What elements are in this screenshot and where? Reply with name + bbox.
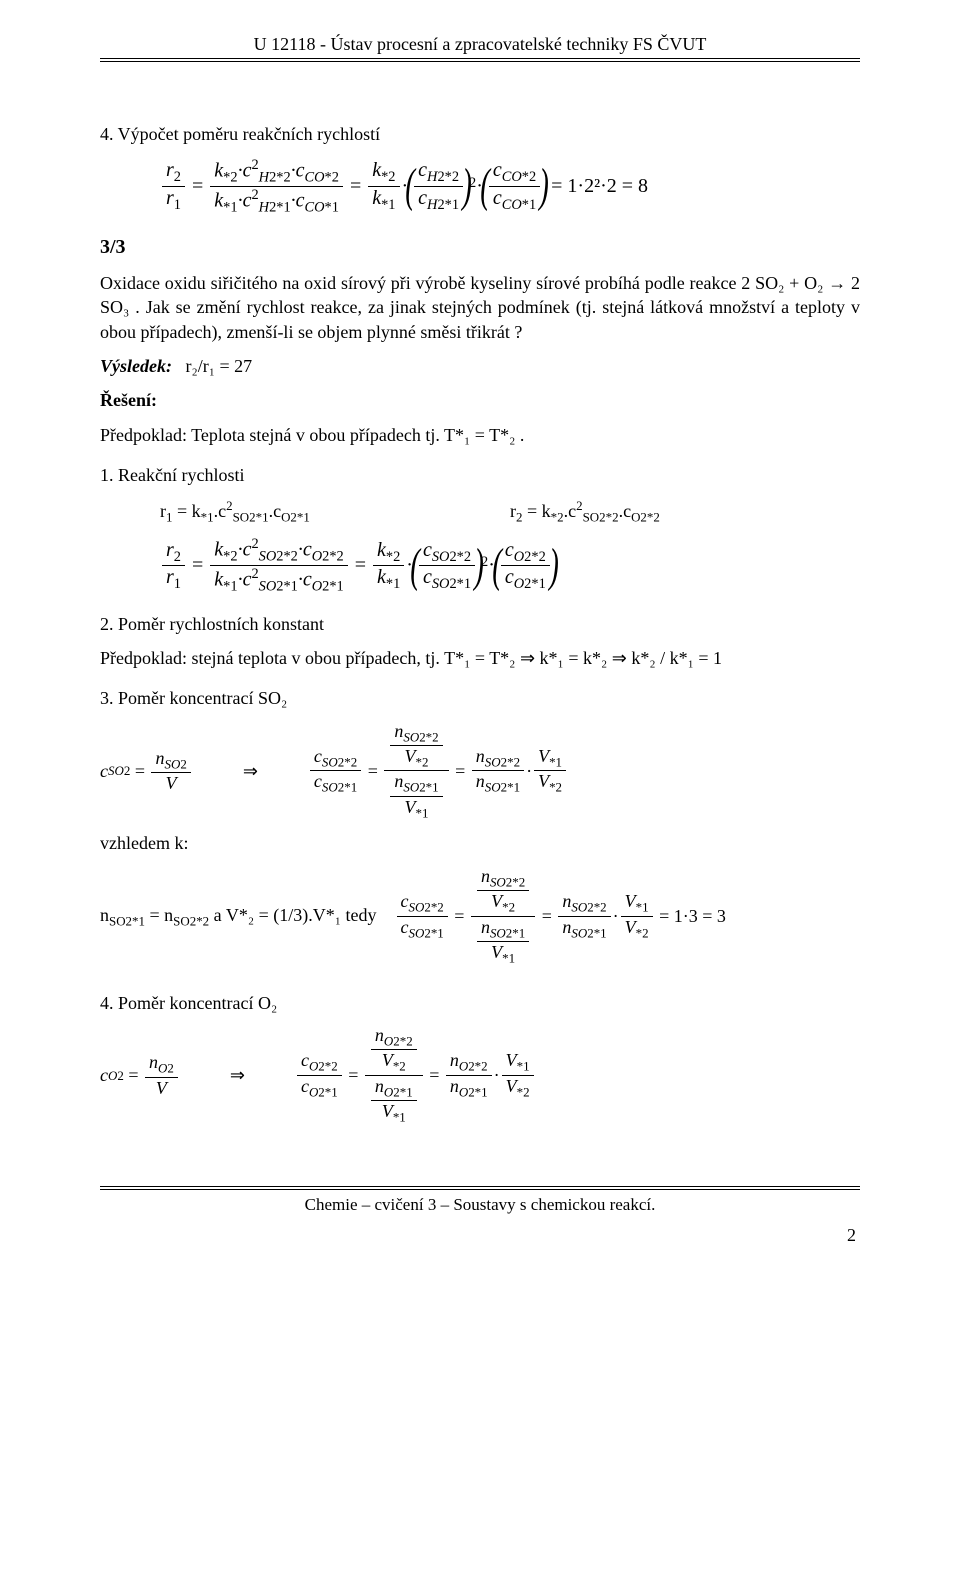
result-line: Výsledek: r₂/r₁ = 27: [100, 354, 860, 378]
predpoklad-k: Předpoklad: stejná teplota v obou případ…: [100, 646, 860, 670]
sec-3-title: 3. Poměr koncentrací SO₂: [100, 686, 860, 710]
footer-rule-1: [100, 1186, 860, 1187]
reseni-label: Řešení:: [100, 388, 860, 412]
eq-r2-over-r1-h2: r2 r1 = k*2·c2H2*2·cCO*2 k*1·c2H2*1·cCO*…: [160, 157, 860, 216]
page-number: 2: [100, 1223, 860, 1247]
eq-co2-def: cO2 = nO2 V ⇒ cO2*2 cO2*1 = nO2*2 V*2 nO…: [100, 1025, 860, 1126]
eq-r2-over-r1-so2: r2 r1 = k*2·c2SO2*2·cO2*2 k*1·c2SO2*1·cO…: [160, 536, 860, 595]
problem-statement: Oxidace oxidu siřičitého na oxid sírový …: [100, 271, 860, 344]
header-rule-1: [100, 58, 860, 59]
header-rule-2: [100, 61, 860, 62]
predpoklad-t: Předpoklad: Teplota stejná v obou případ…: [100, 423, 860, 447]
r1-r2-defs: r1 = k*1.c2SO2*1.cO2*1 r2 = k*2.c2SO2*2.…: [160, 497, 860, 526]
sec-4-title: 4. Výpočet poměru reakčních rychlostí: [100, 122, 860, 146]
eq-cso2-def: cSO2 = nSO2 V ⇒ cSO2*2 cSO2*1 = nSO2*2 V…: [100, 721, 860, 822]
vzhledem-k: vzhledem k:: [100, 831, 860, 855]
page-header: U 12118 - Ústav procesní a zpracovatelsk…: [100, 32, 860, 56]
eq-n-assume: nSO2*1 = nSO2*2 a V*₂ = (1/3).V*₁ tedy c…: [100, 866, 860, 967]
subhead-3-3: 3/3: [100, 234, 860, 261]
sec-2-title: 2. Poměr rychlostních konstant: [100, 612, 860, 636]
footer-rule-2: [100, 1189, 860, 1190]
sec-4b-title: 4. Poměr koncentrací O₂: [100, 991, 860, 1015]
sec-1-title: 1. Reakční rychlosti: [100, 463, 860, 487]
page-footer: Chemie – cvičení 3 – Soustavy s chemicko…: [100, 1194, 860, 1217]
